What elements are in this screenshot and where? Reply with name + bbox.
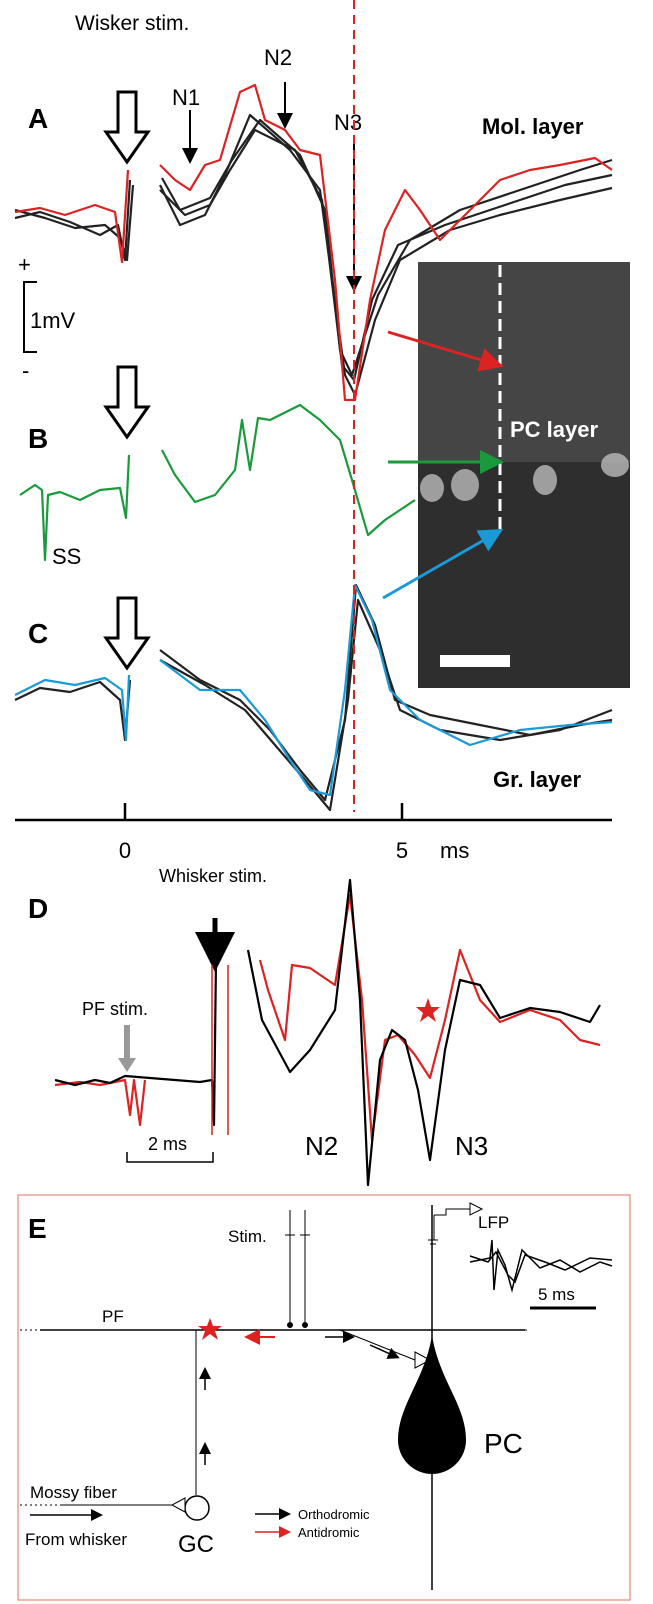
traces-a	[14, 83, 613, 402]
stim-label: PF stim.	[82, 999, 148, 1019]
scale-label: 1mV	[30, 308, 76, 333]
panels-abc: Wisker stim. A N1 N2 N3 Mol. layer + 1mV…	[14, 0, 630, 863]
peak-label: N3	[334, 110, 362, 135]
panel-label: A	[28, 103, 48, 134]
stim-arrow	[103, 365, 151, 440]
mossy-label: Mossy fiber	[30, 1483, 117, 1502]
from-label: From whisker	[25, 1530, 127, 1549]
layer-label: Mol. layer	[482, 114, 584, 139]
layer-label: PC layer	[510, 417, 598, 442]
scale-plus: +	[18, 252, 31, 277]
stim-arrow	[103, 90, 151, 165]
trace-b	[161, 403, 416, 537]
scale-label: 5 ms	[538, 1285, 575, 1304]
peak-label: N3	[455, 1131, 488, 1161]
ss-label: SS	[52, 544, 81, 569]
x-tick-label: 0	[119, 838, 131, 863]
panel-label: B	[28, 423, 48, 454]
pf-label: PF	[102, 1307, 124, 1326]
peak-label: N1	[172, 85, 200, 110]
gc-label: GC	[178, 1531, 214, 1558]
peak-label: N2	[305, 1131, 338, 1161]
panel-e: E PF Stim. Mossy fiber From whisker GC L…	[17, 1194, 631, 1601]
peak-label: N2	[264, 45, 292, 70]
scale-minus: -	[22, 358, 29, 383]
trace-b	[19, 454, 131, 562]
stim-label: Whisker stim.	[159, 866, 267, 886]
lfp-label: LFP	[478, 1213, 509, 1232]
x-tick-label: 5	[396, 838, 408, 863]
panel-label: E	[28, 1213, 47, 1244]
panel-label: D	[28, 893, 48, 924]
scale-label: 2 ms	[148, 1134, 187, 1154]
pc-label: PC	[484, 1428, 523, 1459]
legend-label: Orthodromic	[298, 1507, 370, 1522]
stim-label: Wisker stim.	[75, 12, 189, 35]
layer-label: Gr. layer	[493, 767, 582, 792]
x-unit: ms	[440, 838, 469, 863]
stim-arrow	[103, 596, 151, 671]
panel-label: C	[28, 618, 48, 649]
stim-label: Stim.	[228, 1227, 267, 1246]
panel-d: D Whisker stim. PF stim. 2 ms N2 N3	[28, 866, 601, 1187]
legend-label: Antidromic	[298, 1525, 360, 1540]
